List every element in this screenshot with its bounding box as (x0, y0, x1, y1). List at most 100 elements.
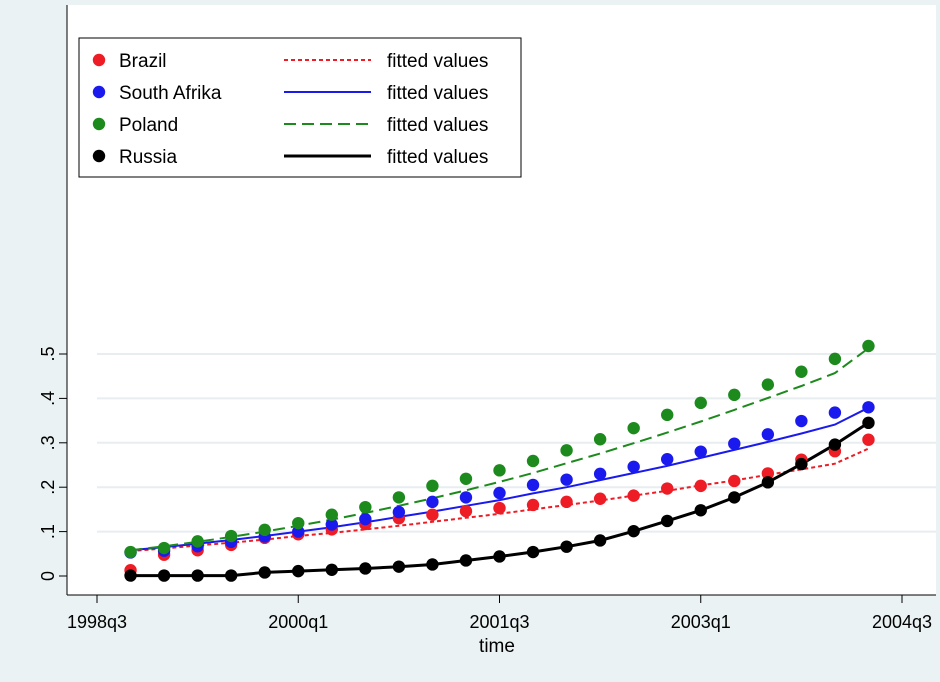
point-russia (862, 416, 875, 430)
point-poland (157, 541, 171, 555)
point-south-afrika (728, 437, 741, 450)
point-poland (392, 491, 406, 504)
point-brazil (560, 495, 573, 509)
point-russia (258, 566, 271, 579)
point-russia (292, 564, 305, 578)
point-poland (526, 454, 540, 468)
legend-box (78, 37, 522, 178)
x-tick-label: 1998q3 (67, 612, 127, 632)
point-brazil (593, 492, 607, 505)
point-poland (593, 433, 607, 446)
point-russia (761, 476, 775, 489)
point-russia (493, 550, 506, 563)
legend-label: Russia (119, 147, 178, 168)
axes (66, 5, 936, 596)
x-tick-label: 2003q1 (671, 612, 731, 632)
point-russia (325, 563, 338, 576)
point-south-afrika (426, 495, 439, 509)
point-poland (191, 535, 204, 548)
point-south-afrika (694, 445, 707, 458)
point-south-afrika (560, 473, 573, 486)
legend-fit-label: fitted values (387, 83, 488, 104)
point-russia (224, 569, 238, 582)
point-russia (426, 558, 439, 571)
legend-label: Brazil (119, 51, 167, 72)
point-south-afrika (795, 414, 808, 428)
point-brazil (728, 474, 741, 488)
legend-marker (92, 149, 106, 163)
legend-fit-label: fitted values (387, 115, 488, 136)
point-russia (124, 569, 137, 582)
point-poland (795, 365, 808, 378)
y-tick-label: .3 (38, 435, 58, 450)
point-poland (359, 500, 372, 514)
point-russia (728, 491, 741, 504)
point-russia (593, 534, 607, 547)
point-poland (862, 339, 875, 353)
point-russia (627, 524, 640, 538)
x-tick-label: 2000q1 (268, 612, 328, 632)
y-tick-label: 0 (38, 571, 58, 581)
point-brazil (694, 479, 707, 493)
point-poland (224, 529, 238, 543)
point-poland (728, 388, 741, 402)
point-poland (694, 396, 707, 410)
point-brazil (493, 501, 506, 515)
point-south-afrika (862, 401, 875, 414)
point-russia (560, 540, 573, 553)
fitted-line-south-afrika (130, 406, 869, 552)
point-poland (325, 508, 338, 521)
x-tick-label: 2001q3 (469, 612, 529, 632)
point-poland (828, 352, 842, 366)
point-russia (694, 504, 707, 517)
point-south-afrika (359, 512, 372, 526)
y-tick-label: .4 (38, 391, 58, 406)
point-poland (426, 479, 439, 493)
point-south-afrika (828, 406, 842, 419)
point-poland (493, 464, 506, 477)
point-south-afrika (593, 467, 607, 481)
point-brazil (761, 467, 775, 480)
legend-marker (92, 85, 106, 99)
x-axis-label: time (479, 636, 515, 657)
point-poland (258, 523, 271, 537)
point-south-afrika (627, 460, 640, 473)
legend-marker (92, 53, 106, 67)
point-russia (661, 514, 674, 528)
y-tick-label: .2 (38, 480, 58, 495)
y-tick-label: .1 (38, 524, 58, 539)
point-south-afrika (493, 486, 506, 500)
point-poland (761, 378, 775, 391)
x-axis-ticks: 1998q3 2000q1 2001q3 2003q1 2004q3 (67, 595, 932, 632)
point-south-afrika (325, 518, 338, 531)
data-points (124, 339, 875, 582)
legend-marker (92, 117, 106, 131)
point-brazil (862, 433, 875, 446)
point-russia (526, 545, 540, 559)
point-poland (627, 421, 640, 435)
point-brazil (526, 498, 540, 512)
legend-label: South Afrika (119, 83, 222, 104)
fitted-line-poland (130, 347, 870, 552)
point-poland (292, 516, 305, 530)
legend-fit-label: fitted values (387, 51, 488, 72)
point-russia (459, 554, 473, 567)
gridlines (97, 353, 936, 533)
point-south-afrika (761, 428, 775, 441)
point-poland (124, 545, 137, 559)
point-south-afrika (392, 505, 406, 519)
legend-fit-label: fitted values (387, 147, 488, 168)
y-tick-label: .5 (38, 346, 58, 361)
legend-label: Poland (119, 115, 178, 136)
point-poland (560, 444, 573, 457)
x-tick-label: 2004q3 (872, 612, 932, 632)
legend: Brazil fitted values South Afrika fitted va… (78, 37, 522, 178)
point-russia (392, 560, 406, 573)
fitted-line-brazil (130, 447, 869, 553)
point-poland (661, 408, 674, 422)
point-south-afrika (459, 491, 473, 504)
point-brazil (627, 489, 640, 502)
point-russia (191, 569, 204, 582)
point-poland (459, 472, 473, 485)
